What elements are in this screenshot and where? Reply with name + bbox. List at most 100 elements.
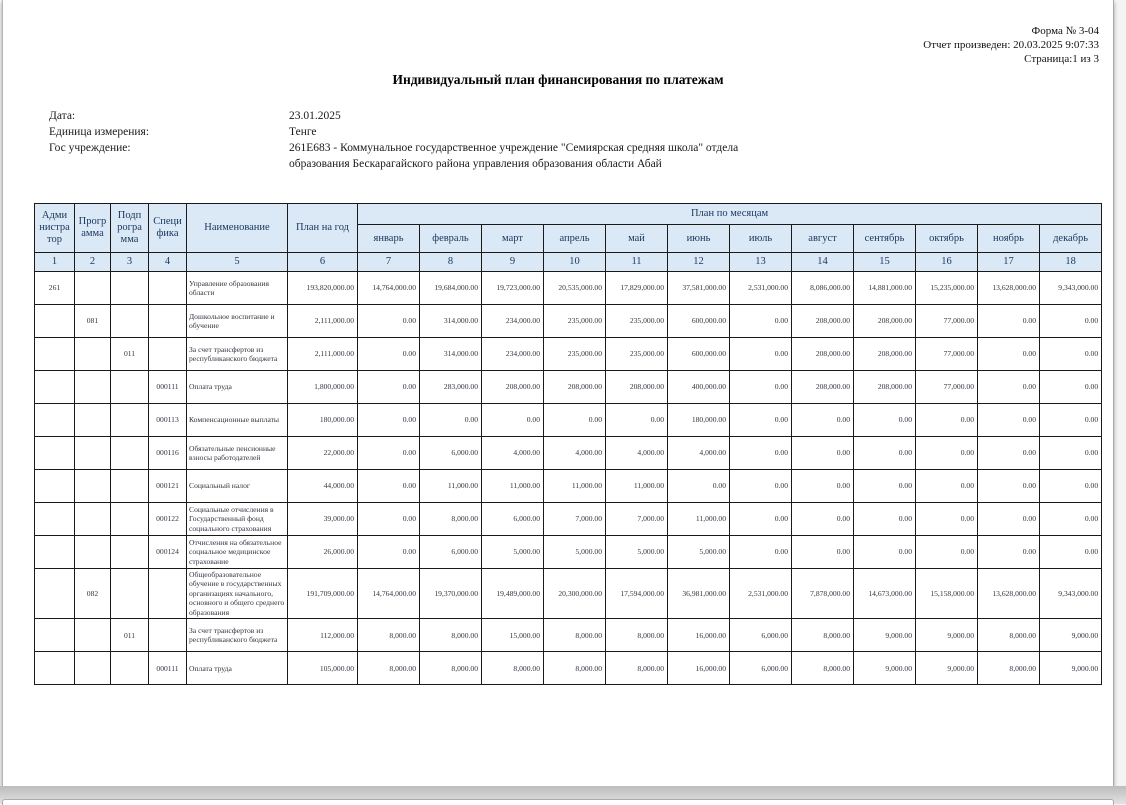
month-header: июль [729, 224, 792, 253]
document-meta: Дата: 23.01.2025 Единица измерения: Тенг… [49, 108, 809, 172]
cell-month-value: 0.00 [1038, 535, 1103, 569]
cell-month-value: 0.00 [667, 469, 730, 503]
table-row: 000124 Отчисления на обязательное социаль… [34, 535, 1103, 569]
cell-month-value: 0.00 [729, 403, 792, 437]
cell-month-value: 0.00 [791, 403, 854, 437]
meta-row-unit: Единица измерения: Тенге [49, 124, 809, 140]
cell-month-value: 8,000.00 [543, 618, 606, 653]
cell-administrator [34, 469, 75, 503]
cell-month-value: 0.00 [357, 403, 420, 437]
cell-month-value: 0.00 [357, 370, 420, 404]
cell-month-value: 0.00 [1038, 337, 1103, 371]
cell-subprogram [110, 403, 149, 437]
cell-program [74, 271, 111, 305]
table-row: 011 За счет трансфертов из республиканско… [34, 618, 1103, 653]
cell-month-value: 0.00 [977, 370, 1040, 404]
cell-month-value: 0.00 [729, 337, 792, 371]
column-number: 16 [915, 252, 978, 272]
table-row: 011 За счет трансфертов из республиканско… [34, 337, 1103, 371]
cell-month-value: 0.00 [853, 535, 916, 569]
cell-month-value: 16,000.00 [667, 651, 730, 686]
cell-plan-year: 105,000.00 [287, 651, 358, 686]
cell-specifics: 000111 [148, 651, 187, 686]
month-header: октябрь [915, 224, 978, 253]
cell-month-value: 9,000.00 [1038, 618, 1103, 653]
cell-month-value: 208,000.00 [791, 337, 854, 371]
cell-month-value: 17,594,000.00 [605, 567, 668, 620]
month-header: июнь [667, 224, 730, 253]
institution-value: 261E683 - Коммунальное государственное у… [289, 142, 739, 170]
cell-month-value: 208,000.00 [543, 370, 606, 404]
column-number: 3 [110, 252, 149, 272]
page-indicator: Страница:1 из 3 [1024, 53, 1099, 65]
cell-month-value: 4,000.00 [667, 436, 730, 470]
cell-month-value: 0.00 [357, 535, 420, 569]
column-number: 9 [481, 252, 544, 272]
table-row: 082 Общеобразовательное обучение в госуда… [34, 567, 1103, 620]
cell-month-value: 5,000.00 [543, 535, 606, 569]
cell-month-value: 0.00 [915, 535, 978, 569]
cell-month-value: 2,531,000.00 [729, 567, 792, 620]
cell-specifics: 000113 [148, 403, 187, 437]
cell-month-value: 0.00 [357, 436, 420, 470]
cell-month-value: 235,000.00 [543, 304, 606, 338]
table-row: 000121 Социальный налог 44,000.00 0.00 11,00… [34, 469, 1103, 503]
cell-name: Обязательные пенсионные взносы работодат… [186, 436, 288, 470]
cell-month-value: 4,000.00 [543, 436, 606, 470]
cell-month-value: 5,000.00 [605, 535, 668, 569]
cell-specifics: 000124 [148, 535, 187, 569]
cell-month-value: 314,000.00 [419, 304, 482, 338]
cell-month-value: 9,343,000.00 [1038, 271, 1103, 305]
cell-month-value: 234,000.00 [481, 337, 544, 371]
cell-month-value: 0.00 [915, 469, 978, 503]
cell-month-value: 235,000.00 [605, 337, 668, 371]
cell-month-value: 11,000.00 [419, 469, 482, 503]
cell-month-value: 0.00 [791, 502, 854, 536]
cell-specifics: 000116 [148, 436, 187, 470]
month-header: апрель [543, 224, 606, 253]
cell-month-value: 8,000.00 [791, 618, 854, 653]
month-header: август [791, 224, 854, 253]
cell-administrator [34, 337, 75, 371]
cell-month-value: 0.00 [1038, 403, 1103, 437]
cell-month-value: 9,343,000.00 [1038, 567, 1103, 620]
column-number: 4 [148, 252, 187, 272]
cell-month-value: 0.00 [977, 337, 1040, 371]
cell-program [74, 651, 111, 686]
cell-administrator [34, 618, 75, 653]
cell-month-value: 19,489,000.00 [481, 567, 544, 620]
cell-month-value: 9,000.00 [853, 651, 916, 686]
cell-month-value: 8,000.00 [977, 651, 1040, 686]
cell-month-value: 19,370,000.00 [419, 567, 482, 620]
cell-month-value: 0.00 [853, 436, 916, 470]
table-row: 000111 Оплата труда 105,000.00 8,000.00 8,00… [34, 651, 1103, 686]
cell-plan-year: 180,000.00 [287, 403, 358, 437]
cell-month-value: 0.00 [543, 403, 606, 437]
cell-administrator: 261 [34, 271, 75, 305]
cell-specifics [148, 337, 187, 371]
cell-administrator [34, 403, 75, 437]
cell-month-value: 8,086,000.00 [791, 271, 854, 305]
column-number: 6 [287, 252, 358, 272]
cell-month-value: 36,981,000.00 [667, 567, 730, 620]
date-value: 23.01.2025 [289, 110, 341, 122]
cell-month-value: 8,000.00 [543, 651, 606, 686]
cell-name: За счет трансфертов из республиканского … [186, 618, 288, 653]
header-name: Наименование [186, 203, 288, 253]
cell-month-value: 283,000.00 [419, 370, 482, 404]
cell-month-value: 11,000.00 [605, 469, 668, 503]
cell-month-value: 0.00 [1038, 469, 1103, 503]
cell-name: Отчисления на обязательное социальное ме… [186, 535, 288, 569]
cell-plan-year: 39,000.00 [287, 502, 358, 536]
table-row: 000122 Социальные отчисления в Государств… [34, 502, 1103, 536]
cell-month-value: 0.00 [357, 502, 420, 536]
cell-month-value: 0.00 [481, 403, 544, 437]
cell-month-value: 0.00 [977, 535, 1040, 569]
cell-month-value: 234,000.00 [481, 304, 544, 338]
cell-program [74, 436, 111, 470]
document-page-1: Форма № 3-04 Отчет произведен: 20.03.202… [2, 0, 1114, 786]
cell-plan-year: 2,111,000.00 [287, 304, 358, 338]
cell-month-value: 8,000.00 [791, 651, 854, 686]
cell-month-value: 0.00 [915, 403, 978, 437]
cell-name: Общеобразовательное обучение в государст… [186, 567, 288, 620]
